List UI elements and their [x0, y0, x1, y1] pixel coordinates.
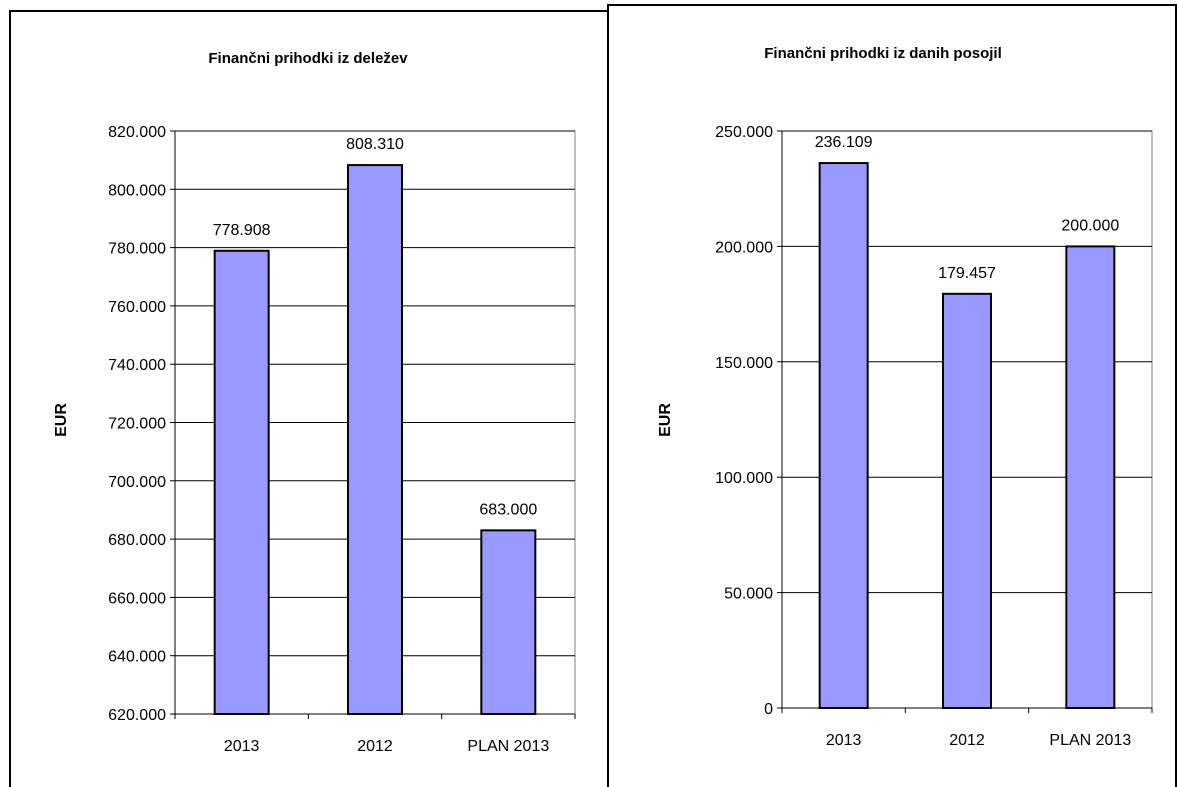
y-tick-label: 620.000 [108, 707, 166, 724]
data-label: 179.457 [938, 265, 996, 282]
data-label: 200.000 [1061, 217, 1119, 234]
y-tick-label: 820.000 [108, 124, 166, 141]
y-tick-label: 780.000 [108, 241, 166, 258]
chart-1-data-labels: 778.908 808.310 683.000 [213, 136, 538, 518]
chart-1-x-ticks: 2013 2012 PLAN 2013 [224, 738, 549, 755]
bar [818, 162, 869, 709]
y-tick-label: 800.000 [108, 182, 166, 199]
y-tick-label: 50.000 [724, 586, 773, 603]
data-label: 236.109 [815, 134, 873, 151]
bar [347, 164, 403, 715]
y-tick-label: 200.000 [715, 239, 773, 256]
chart-1-bars [213, 164, 537, 715]
y-tick-label: 250.000 [715, 124, 773, 141]
x-tick-label: 2012 [949, 732, 985, 749]
x-tick-label: PLAN 2013 [1049, 732, 1131, 749]
x-tick-label: 2013 [224, 738, 260, 755]
chart-1-y-ticks: 620.000 640.000 660.000 680.000 700.000 720.0… [108, 124, 166, 724]
x-tick-label: 2013 [826, 732, 862, 749]
chart-2: Finančni prihodki iz danih posojil EUR 2… [657, 45, 1153, 749]
bar [480, 529, 537, 715]
chart-2-title: Finančni prihodki iz danih posojil [764, 45, 1002, 62]
chart-2-y-axis-label: EUR [657, 403, 674, 437]
chart-2-y-ticks: 0 50.000 100.000 150.000 200.000 250.000 [715, 124, 773, 718]
chart-2-x-ticks: 2013 2012 PLAN 2013 [826, 732, 1131, 749]
y-tick-label: 100.000 [715, 470, 773, 487]
bar [213, 249, 270, 715]
data-label: 683.000 [479, 501, 537, 518]
y-tick-label: 700.000 [108, 474, 166, 491]
y-tick-label: 740.000 [108, 357, 166, 374]
y-tick-label: 660.000 [108, 590, 166, 607]
y-tick-label: 640.000 [108, 649, 166, 666]
y-tick-label: 0 [764, 701, 773, 718]
chart-2-data-labels: 236.109 179.457 200.000 [815, 134, 1120, 282]
y-tick-label: 760.000 [108, 299, 166, 316]
x-tick-label: 2012 [357, 738, 393, 755]
y-tick-label: 720.000 [108, 416, 166, 433]
data-label: 808.310 [346, 136, 404, 153]
bar [942, 292, 992, 709]
chart-2-axes [777, 130, 1153, 713]
chart-1: Finančni prihodki iz deležev EUR 778.908… [53, 50, 576, 755]
y-tick-label: 150.000 [715, 355, 773, 372]
chart-1-y-axis-label: EUR [53, 403, 70, 437]
y-tick-label: 680.000 [108, 532, 166, 549]
bar [1065, 245, 1116, 709]
x-tick-label: PLAN 2013 [467, 738, 549, 755]
chart-1-axes [170, 130, 576, 719]
chart-1-title: Finančni prihodki iz deležev [208, 50, 408, 67]
data-label: 778.908 [213, 222, 271, 239]
